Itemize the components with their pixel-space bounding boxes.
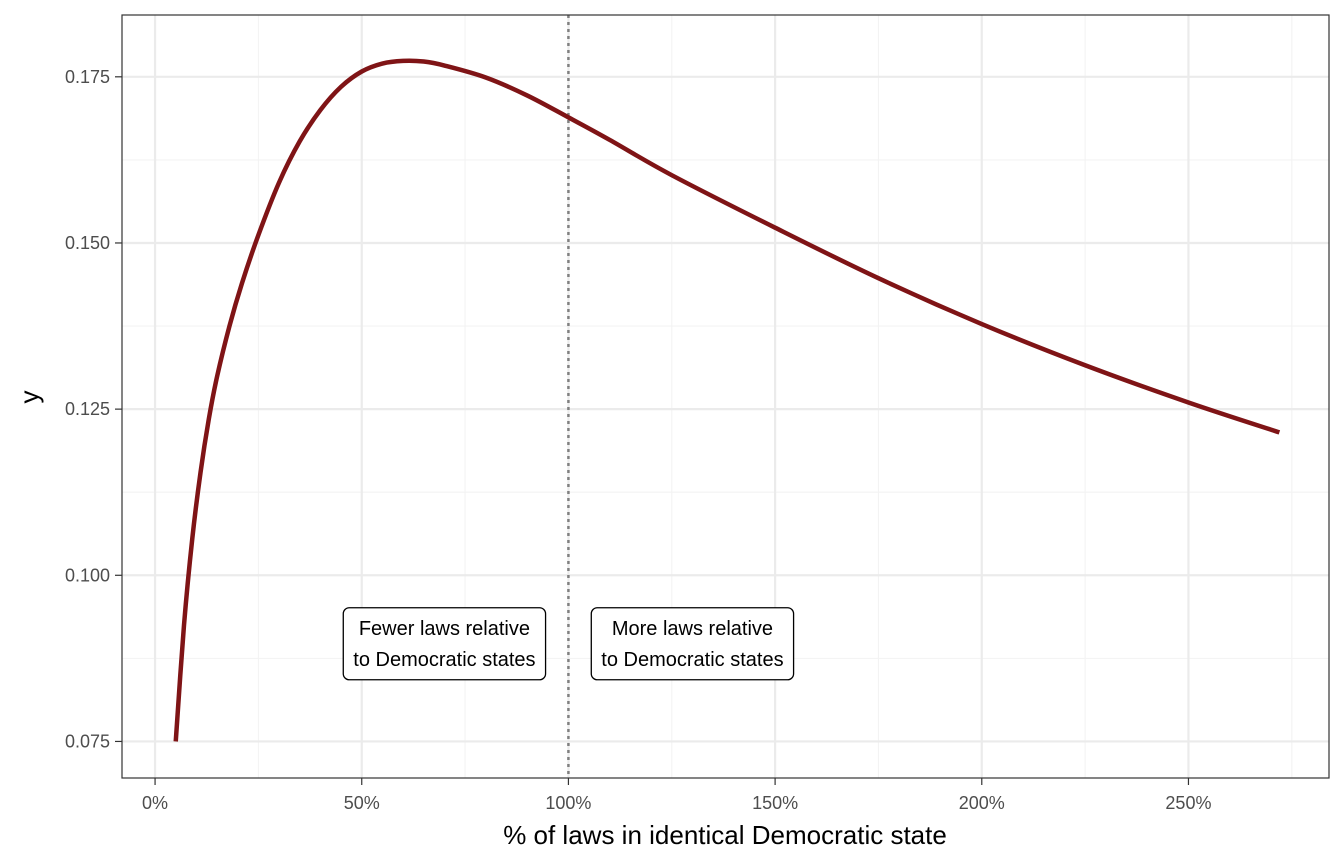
- annotation-text: More laws relative: [612, 618, 773, 640]
- grid-minor: [122, 15, 1329, 778]
- annotation-box: [342, 607, 547, 681]
- annotation-box: [590, 607, 795, 681]
- x-tick-label: 150%: [752, 793, 798, 813]
- y-tick-label: 0.100: [65, 565, 110, 585]
- annotation-text: to Democratic states: [353, 649, 535, 671]
- y-tick-label: 0.150: [65, 233, 110, 253]
- x-tick-label: 250%: [1165, 793, 1211, 813]
- x-tick-label: 200%: [959, 793, 1005, 813]
- y-axis-title: y: [14, 391, 44, 404]
- grid-major: [122, 15, 1329, 778]
- annotation-label-1: Fewer laws relative to Democratic states: [342, 607, 547, 681]
- x-axis: 0% 50% 100% 150% 200% 250%: [142, 778, 1211, 813]
- x-axis-title: % of laws in identical Democratic state: [503, 820, 947, 850]
- series-line: [173, 58, 1281, 742]
- y-tick-label: 0.125: [65, 399, 110, 419]
- annotation-text: Fewer laws relative: [359, 618, 530, 640]
- y-tick-label: 0.175: [65, 67, 110, 87]
- y-tick-label: 0.075: [65, 731, 110, 751]
- x-tick-label: 0%: [142, 793, 168, 813]
- x-tick-label: 100%: [545, 793, 591, 813]
- y-axis: 0.075 0.100 0.125 0.150 0.175: [65, 67, 122, 751]
- x-tick-label: 50%: [344, 793, 380, 813]
- annotation-label-2: More laws relative to Democratic states: [590, 607, 795, 681]
- panel-border: [121, 14, 1330, 779]
- annotation-text: to Democratic states: [601, 649, 783, 671]
